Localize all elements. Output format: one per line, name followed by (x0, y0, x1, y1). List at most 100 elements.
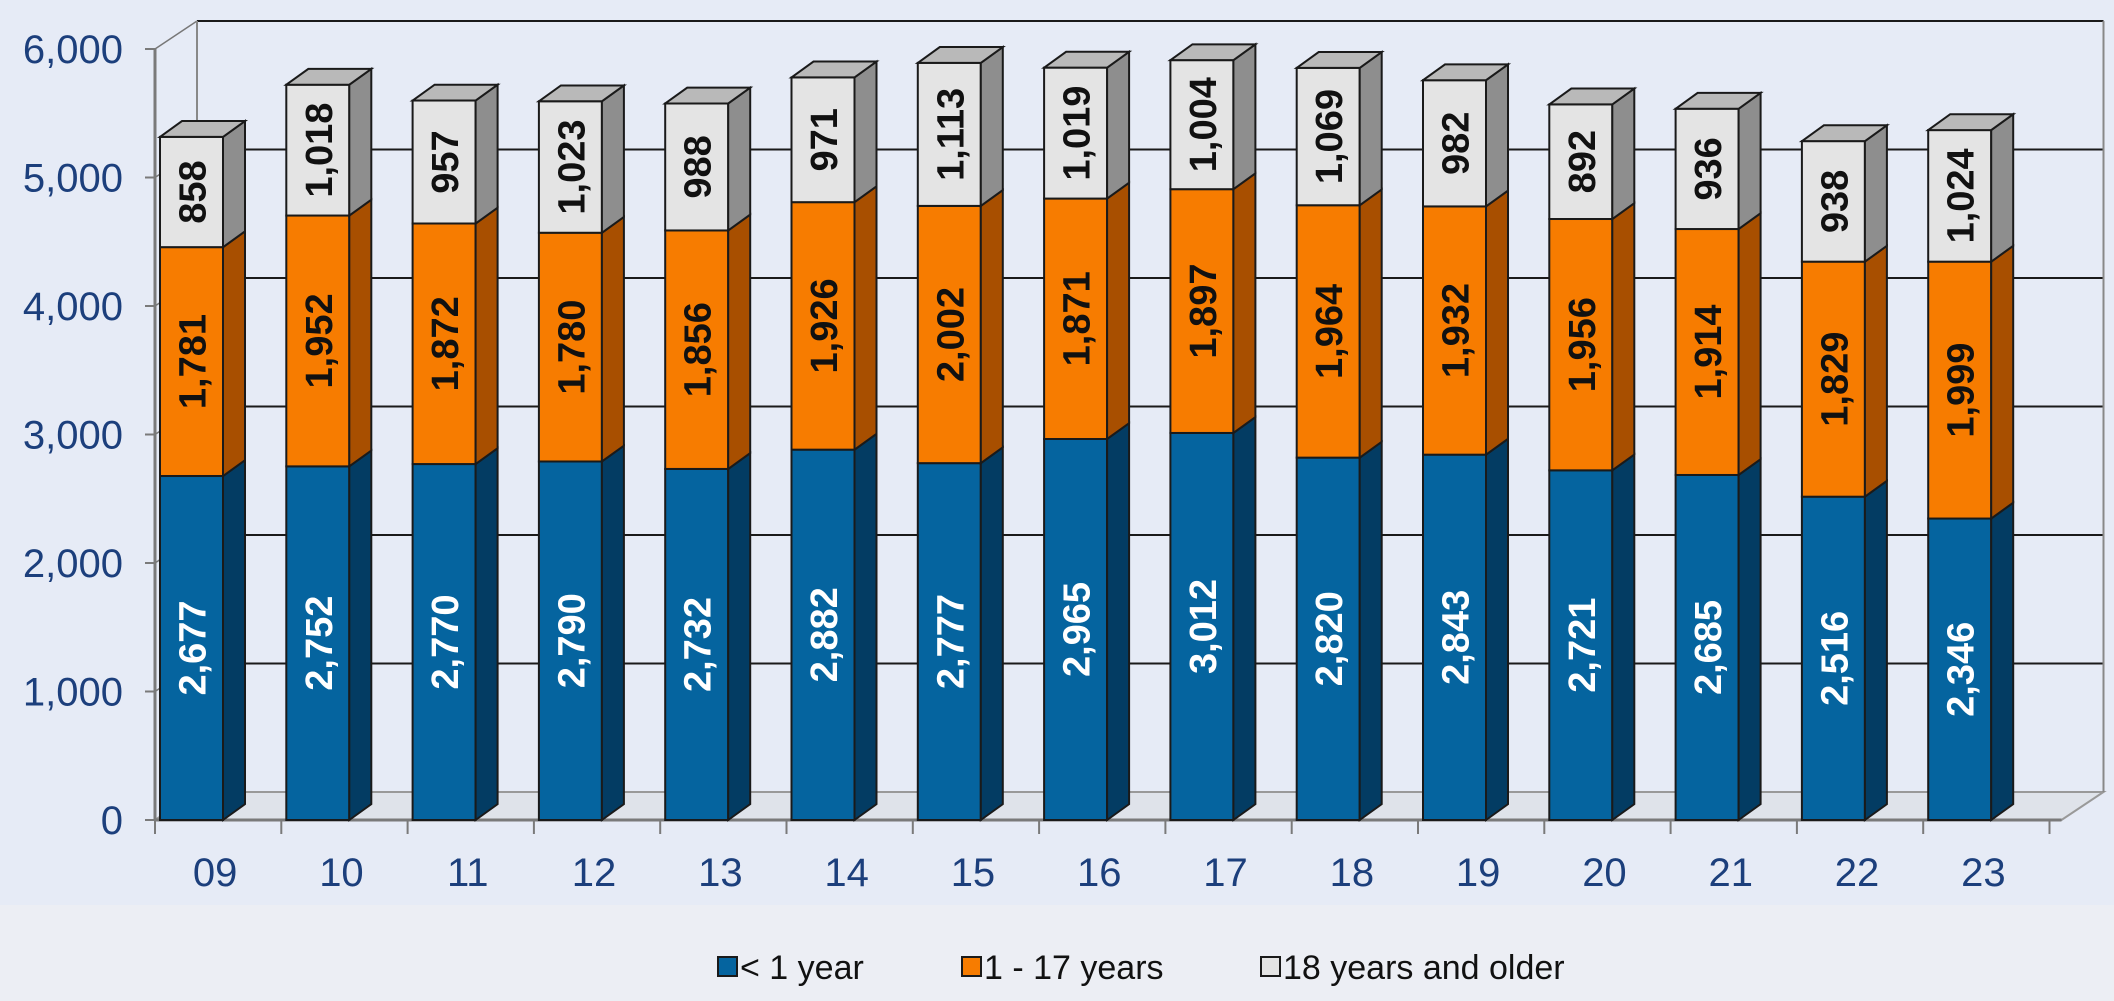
gridline-depth (154, 20, 198, 50)
bar-segment (1927, 500, 2015, 822)
bar-segment (1419, 62, 1512, 209)
data-label: 2,685 (1688, 600, 1730, 695)
bar-segment (1798, 123, 1891, 264)
x-tick-label: 23 (1961, 851, 2006, 895)
data-label: 1,018 (299, 103, 341, 198)
bar-segment (1043, 421, 1131, 822)
bar-segment (1800, 243, 1888, 499)
data-label: 1,019 (1057, 86, 1099, 181)
bar-segment (1169, 415, 1257, 822)
data-label: 988 (678, 135, 720, 198)
data-label: 971 (804, 108, 846, 171)
legend: < 1 year 1 - 17 years 18 years and older (717, 949, 1565, 987)
data-label: 1,781 (173, 314, 215, 409)
bar-segment (1043, 180, 1131, 441)
bar-segment (1293, 50, 1385, 208)
y-tick-label: 0 (101, 799, 123, 843)
data-label: 1,069 (1309, 89, 1351, 184)
bar-segment (1548, 201, 1636, 473)
data-label: 2,770 (425, 594, 467, 689)
legend-label: 1 - 17 years (984, 949, 1164, 987)
bar-segment (283, 66, 375, 218)
legend-swatch (1260, 956, 1281, 977)
x-tick-label: 12 (572, 851, 617, 895)
x-tick-label: 15 (951, 851, 996, 895)
data-label: 892 (1562, 130, 1604, 193)
bar-segment (535, 83, 628, 235)
bar-segment (916, 445, 1004, 822)
bar-segment (409, 82, 501, 226)
bars (156, 42, 2017, 822)
bar-segment (664, 451, 752, 822)
data-label: 1,897 (1183, 264, 1225, 359)
bar-segment (537, 443, 625, 822)
data-label: 1,926 (804, 278, 846, 373)
bar-segment (662, 85, 754, 233)
bar-segment (285, 448, 373, 822)
legend-swatch (961, 956, 982, 977)
bar-segment (1674, 211, 1762, 477)
legend-item: 18 years and older (1260, 949, 1565, 987)
data-label: 2,777 (930, 594, 972, 689)
tick-labels: 0 1,000 2,000 3,000 4,000 5,000 6,000 09 10 11 12 1… (23, 28, 2006, 895)
x-tick-label: 13 (698, 851, 743, 895)
legend-label: 18 years and older (1283, 949, 1565, 987)
y-tick-label: 2,000 (23, 542, 123, 586)
bar-segment (156, 119, 249, 250)
data-label: 2,843 (1436, 590, 1478, 685)
data-label: 2,752 (299, 596, 341, 691)
bar-segment (1548, 452, 1636, 822)
data-label: 2,820 (1309, 591, 1351, 686)
legend-item: 1 - 17 years (961, 949, 1164, 987)
bar-segment (914, 45, 1006, 208)
data-label: 1,024 (1941, 148, 1983, 243)
data-label: 1,964 (1309, 284, 1351, 379)
bar-segment (1422, 436, 1509, 822)
y-tick-label: 3,000 (23, 414, 123, 458)
data-label: 1,914 (1688, 304, 1730, 399)
data-label: 1,023 (551, 119, 593, 214)
bar-segment (411, 446, 499, 822)
x-tick-label: 19 (1456, 851, 1501, 895)
data-label: 1,872 (425, 296, 467, 391)
x-tick-label: 10 (319, 851, 364, 895)
bar-segment (1925, 112, 2017, 264)
data-label: 2,002 (930, 287, 972, 382)
bar-segment (411, 205, 499, 467)
bar-segment (1422, 188, 1509, 457)
y-tick-label: 1,000 (23, 671, 123, 715)
legend-item: < 1 year (717, 949, 864, 987)
data-label: 2,346 (1941, 622, 1983, 717)
data-label: 3,012 (1183, 579, 1225, 674)
x-tick-label: 21 (1709, 851, 1754, 895)
bar-segment (788, 59, 880, 205)
data-label: 2,677 (173, 600, 215, 695)
x-tick-label: 11 (447, 851, 489, 895)
data-label: 938 (1814, 170, 1856, 233)
x-tick-label: 14 (824, 851, 869, 895)
data-label: 1,829 (1814, 332, 1856, 427)
data-label: 1,004 (1183, 77, 1225, 172)
data-label: 1,932 (1436, 283, 1478, 378)
x-tick-label: 20 (1582, 851, 1627, 895)
y-tick-label: 5,000 (23, 157, 123, 201)
data-label: 1,780 (551, 300, 593, 395)
data-label: 982 (1436, 112, 1478, 175)
x-tick-label: 18 (1330, 851, 1375, 895)
x-tick-label: 17 (1203, 851, 1248, 895)
bar-segment (159, 458, 246, 822)
x-tick-label: 09 (193, 851, 238, 895)
bar-segment (664, 212, 752, 471)
data-label: 858 (173, 160, 215, 223)
data-label: 1,999 (1941, 343, 1983, 438)
data-label: 2,732 (678, 597, 720, 692)
data-label: 957 (425, 130, 467, 193)
data-label: 2,790 (551, 593, 593, 688)
bar-segment (1167, 42, 1259, 192)
bar-segment (790, 184, 878, 452)
bar-segment (1040, 49, 1133, 201)
y-tick-label: 4,000 (23, 285, 123, 329)
legend-swatch (717, 956, 738, 977)
legend-background (0, 905, 2114, 1001)
